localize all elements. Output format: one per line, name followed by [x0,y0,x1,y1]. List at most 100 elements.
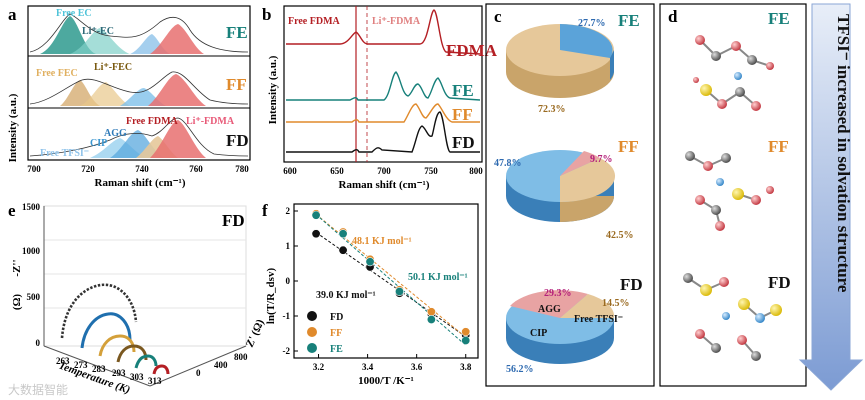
panel-a-letter: a [8,5,17,24]
pie-ff-slice-42 [560,158,616,203]
panel-b-xtick: 700 [377,166,391,176]
fd-li-fdma-label: Li⁺-FDMA [186,116,235,127]
fd-envelope-line [29,117,249,157]
fe-free-ec-label: Free EC [56,8,92,19]
trace-ff [286,103,480,123]
panel-c: c 27.7% 72.3% FE 9.7% 42.5% 47.8% FF [485,3,655,387]
trace-fdma-label: FDMA [446,41,498,60]
panel-f-xtick: 3.6 [411,362,423,372]
ff-red-peak [148,74,206,106]
down-arrow-shape [798,3,864,391]
panel-f-xtick: 3.4 [362,362,374,372]
pie-ff: 9.7% 42.5% 47.8% FF [494,137,639,241]
pie-ff-value-9: 9.7% [590,154,613,165]
panel-a-xtick: 760 [189,164,203,174]
panel-e-temp: 273 [74,360,88,370]
fd-agg-label: AGG [104,128,127,139]
legend-ff-label: FF [330,328,342,339]
panel-f-xlabel: 1000/T /K⁻¹ [358,375,414,387]
panel-b-frame [283,5,483,163]
panel-f-xtick: 3.8 [460,362,472,372]
panel-f-points [311,209,471,345]
data-point-fd [311,229,321,239]
pie-ff-value-47: 47.8% [494,158,522,169]
tfsi-arrow: TFSI⁻ increased in solvation structure [798,3,864,391]
panel-a-xtick: 720 [81,164,95,174]
panel-e-zunit: (Ω) [11,294,23,310]
panel-e-ztick: 1000 [22,246,41,256]
panel-e-zlabel: -Z'' [11,259,23,276]
panel-f-ytick: -1 [283,311,291,321]
fe-red-peak [150,24,204,54]
panel-b: b Intensity (a.u.) Free FDMA Li⁺-FDMA FD… [262,5,498,191]
fd-tag: FD [226,131,249,150]
fd-cip-label: CIP [90,138,107,149]
panel-a-xtick: 780 [235,164,249,174]
panel-e-ztick: 500 [27,292,41,302]
nyquist-303 [134,354,158,369]
panel-f-ticks: 3.2 3.4 3.6 3.8 -2 -1 0 1 2 [283,206,472,372]
panel-e-tag: FD [222,211,245,230]
fd-free-tfsi-label: Free TFSI⁻ [40,148,89,159]
data-point-fe [461,335,471,345]
panel-e-xaxis [149,345,247,387]
fit-line-fe [315,214,467,346]
ff-tag: FF [226,75,247,94]
ff-free-fec-label: Free FEC [36,68,78,79]
pie-fd-slice-14 [560,294,615,318]
trace-ff-label: FF [452,105,473,124]
trace-fe [286,71,481,101]
nyquist-293 [116,344,148,363]
panel-f-ytick: 2 [286,206,291,216]
panel-a-xlabel: Raman shift (cm⁻¹) [95,177,186,189]
trace-fe-label: FE [452,81,474,100]
nyquist-263 [60,283,138,339]
panel-e-temp: 313 [148,376,162,386]
data-point-ff [426,307,436,317]
data-point-fd [338,245,348,255]
legend-fe-label: FE [330,344,343,355]
solvation-structure-fe [693,35,774,111]
trace-fdma [286,9,481,55]
panel-e-temp: 293 [112,368,126,378]
panel-d-letter: d [668,7,678,26]
panel-e-ztick: 0 [36,338,41,348]
panel-e-temp: 263 [56,356,70,366]
data-point-fe [311,210,321,220]
nyquist-313 [152,364,170,375]
ff-li-fec-label: Li⁺-FEC [94,62,132,73]
pie-fe-slice-27 [560,24,613,58]
fe-envelope-line [29,13,249,53]
panel-e-taxis [43,345,151,387]
pie-fd-label-free-tfsi: Free TFSI⁻ [574,314,623,325]
data-point-fe [338,229,348,239]
panel-b-xlabel: Raman shift (cm⁻¹) [339,179,430,191]
panel-b-xtick: 650 [330,166,344,176]
ff-envelope-line [29,71,249,105]
legend-fd-marker [307,311,317,321]
panel-e-ztick: 1500 [22,202,41,212]
panel-d-tag-fe: FE [768,9,790,28]
panel-d-tag-fd: FD [768,273,791,292]
fd-li-fdma-peak [150,120,206,158]
panel-e-xtick: 400 [214,360,228,370]
fe-li-ec-peak [70,28,130,54]
pie-ff-value-42: 42.5% [606,230,634,241]
solvation-structure-fd [683,273,782,361]
energy-fe-label: 50.1 KJ mol⁻¹ [408,272,468,283]
panel-c-letter: c [494,7,502,26]
trace-fd-label: FD [452,133,475,152]
panel-f-xtick: 3.2 [313,362,325,372]
panel-b-letter: b [262,5,271,24]
pie-fd-slice-29 [510,290,588,318]
arrow-caption: TFSI⁻ increased in solvation structure [834,14,853,293]
panel-e-xtick: 0 [196,368,201,378]
panel-e-xtick: 800 [234,352,248,362]
pie-fe-value-27: 27.7% [578,18,606,29]
panel-e-letter: e [8,201,16,220]
panel-d-tag-ff: FF [768,137,789,156]
pie-fd-value-14: 14.5% [602,298,630,309]
fe-tag: FE [226,23,248,42]
pie-fe: 27.7% 72.3% FE [506,11,640,115]
panel-b-xtick: 750 [424,166,438,176]
